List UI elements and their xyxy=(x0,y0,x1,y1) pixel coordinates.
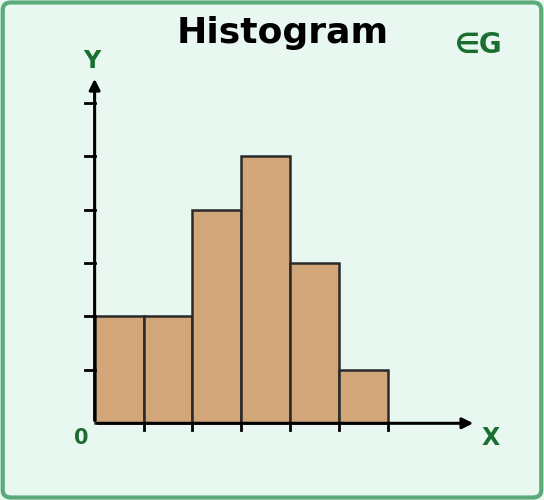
Bar xyxy=(144,316,193,424)
Bar xyxy=(242,156,290,423)
Text: ∈G: ∈G xyxy=(455,31,503,59)
Bar xyxy=(193,210,242,424)
Bar xyxy=(339,370,388,424)
Bar xyxy=(290,263,339,424)
Text: X: X xyxy=(482,426,500,450)
Text: Y: Y xyxy=(84,50,101,74)
Title: Histogram: Histogram xyxy=(177,16,389,50)
Text: 0: 0 xyxy=(74,428,89,448)
Bar xyxy=(95,316,144,424)
